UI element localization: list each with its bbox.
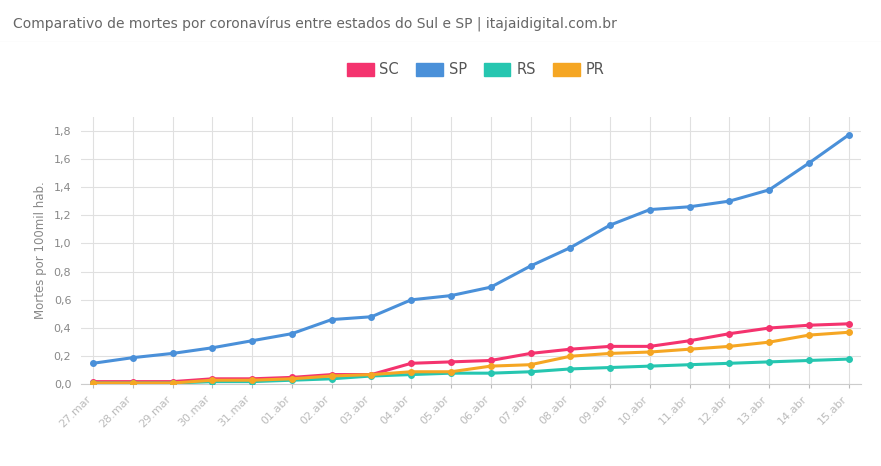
RS xyxy=(406,372,417,377)
RS xyxy=(565,366,575,372)
PR xyxy=(764,339,774,345)
SC xyxy=(803,322,814,328)
Text: Comparativo de mortes por coronavírus entre estados do Sul e SP | itajaidigital.: Comparativo de mortes por coronavírus en… xyxy=(13,17,617,32)
SC xyxy=(724,331,735,336)
Legend: SC, SP, RS, PR: SC, SP, RS, PR xyxy=(342,56,610,83)
SP xyxy=(88,361,99,366)
SP xyxy=(843,132,854,137)
SP xyxy=(525,263,536,269)
RS xyxy=(645,363,655,369)
SP xyxy=(724,199,735,204)
SC xyxy=(326,372,337,377)
SC xyxy=(128,379,138,384)
RS xyxy=(366,373,377,379)
PR xyxy=(724,343,735,349)
SC xyxy=(843,321,854,327)
SC xyxy=(605,343,616,349)
SP xyxy=(685,204,695,210)
RS xyxy=(167,380,178,386)
PR xyxy=(685,346,695,352)
SP xyxy=(764,187,774,192)
SC xyxy=(406,361,417,366)
SC xyxy=(685,338,695,343)
PR xyxy=(645,349,655,355)
RS xyxy=(326,376,337,382)
PR xyxy=(485,363,496,369)
SC xyxy=(247,376,257,382)
SC xyxy=(525,350,536,356)
SP xyxy=(326,317,337,322)
SC xyxy=(286,375,297,380)
PR xyxy=(803,332,814,338)
SP xyxy=(645,207,655,212)
Line: SC: SC xyxy=(90,321,852,384)
RS xyxy=(247,379,257,384)
PR xyxy=(605,350,616,356)
RS xyxy=(525,369,536,375)
PR xyxy=(366,372,377,377)
RS xyxy=(286,377,297,383)
Line: SP: SP xyxy=(90,132,852,366)
Line: RS: RS xyxy=(90,356,852,386)
SC xyxy=(565,346,575,352)
SC xyxy=(366,372,377,377)
Line: PR: PR xyxy=(90,329,852,386)
RS xyxy=(128,380,138,386)
PR xyxy=(88,380,99,386)
SP xyxy=(167,350,178,356)
SP xyxy=(406,297,417,302)
PR xyxy=(406,369,417,375)
SP xyxy=(128,355,138,361)
RS xyxy=(843,356,854,362)
PR xyxy=(843,329,854,335)
SC xyxy=(485,358,496,363)
PR xyxy=(247,377,257,383)
SC xyxy=(167,379,178,384)
Y-axis label: Mortes por 100mil hab.: Mortes por 100mil hab. xyxy=(33,182,47,319)
PR xyxy=(525,362,536,368)
SP xyxy=(485,284,496,290)
SP xyxy=(286,331,297,336)
SP xyxy=(565,245,575,250)
RS xyxy=(685,362,695,368)
SP xyxy=(446,293,456,298)
SP xyxy=(247,338,257,343)
SC xyxy=(764,325,774,331)
PR xyxy=(286,376,297,382)
SC xyxy=(88,379,99,384)
RS xyxy=(724,361,735,366)
RS xyxy=(207,379,218,384)
RS xyxy=(485,370,496,376)
SC xyxy=(207,376,218,382)
RS xyxy=(605,365,616,370)
SP xyxy=(605,222,616,228)
PR xyxy=(446,369,456,375)
PR xyxy=(207,377,218,383)
RS xyxy=(764,359,774,365)
PR xyxy=(128,380,138,386)
SP xyxy=(366,314,377,320)
PR xyxy=(326,373,337,379)
RS xyxy=(803,358,814,363)
SP xyxy=(207,345,218,350)
SC xyxy=(446,359,456,365)
SP xyxy=(803,160,814,166)
PR xyxy=(167,380,178,386)
SC xyxy=(645,343,655,349)
RS xyxy=(88,380,99,386)
PR xyxy=(565,353,575,359)
RS xyxy=(446,370,456,376)
